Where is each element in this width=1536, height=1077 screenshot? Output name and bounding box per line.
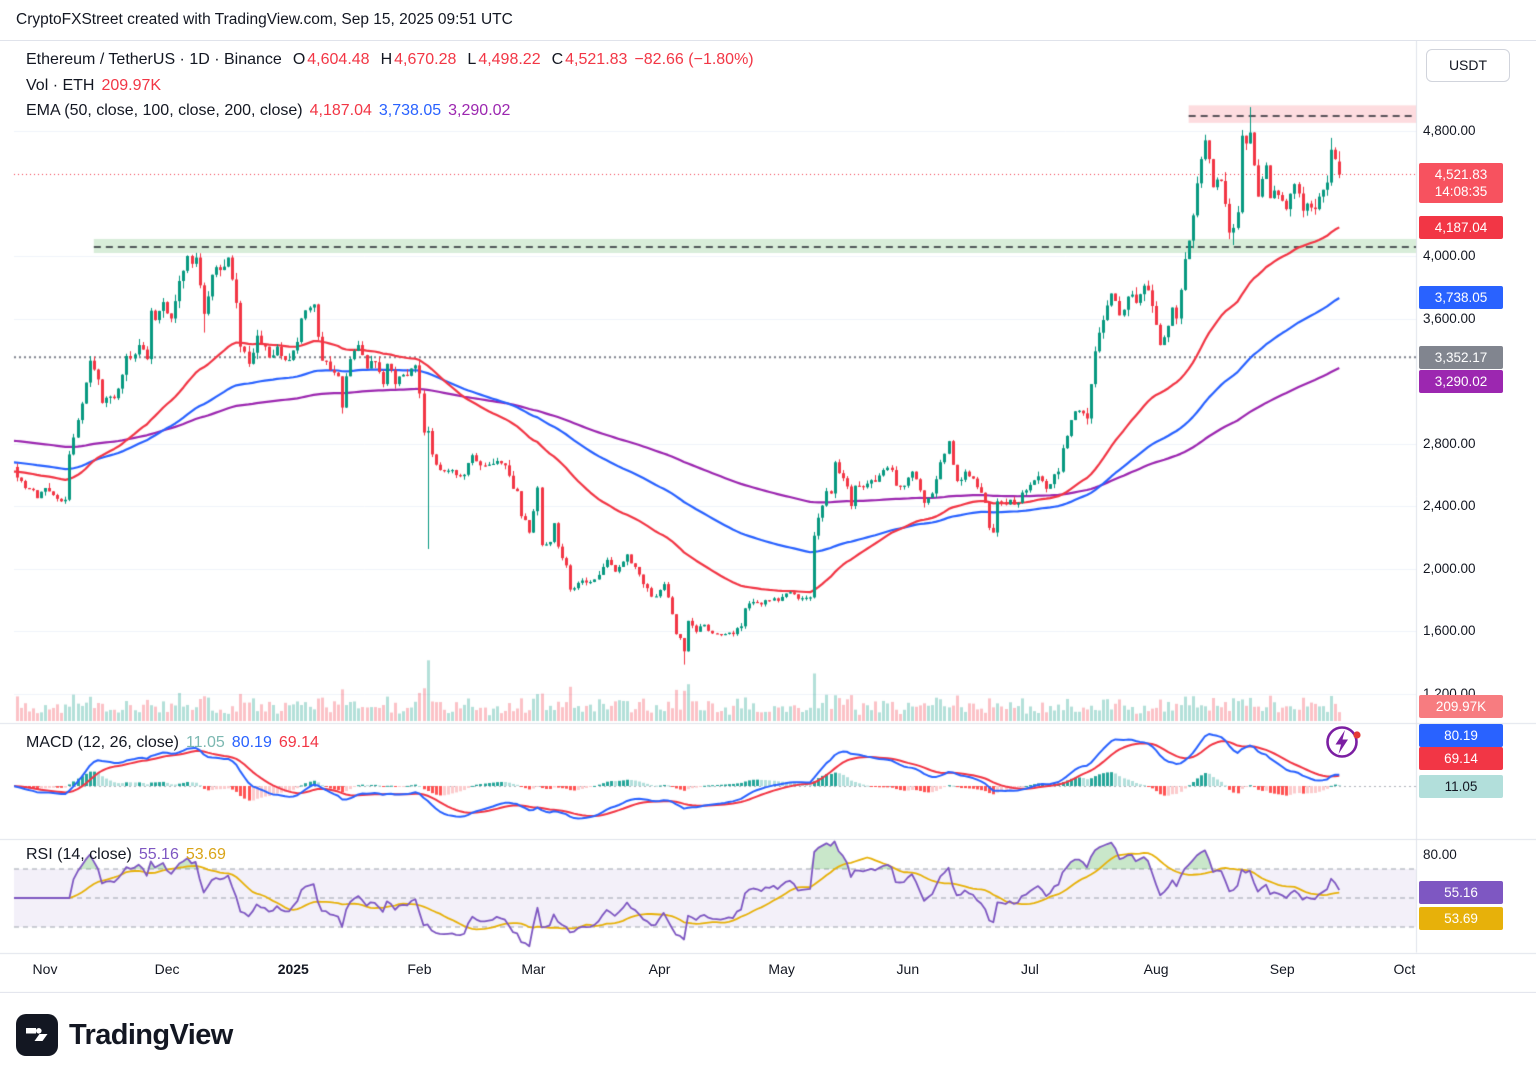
time-tick-may: May — [768, 961, 795, 977]
time-tick-mar: Mar — [521, 961, 546, 977]
tradingview-logo-icon[interactable] — [16, 1014, 58, 1056]
attribution-text: CryptoFXStreet created with TradingView.… — [16, 11, 513, 28]
last-price-badge: 4,521.83 14:08:35 — [1419, 163, 1503, 204]
rsi-ma-value: 53.69 — [185, 846, 226, 863]
time-tick-2025: 2025 — [277, 961, 309, 977]
macd-signal-badge: 69.14 — [1419, 747, 1503, 770]
macd-hist-badge: 11.05 — [1419, 775, 1503, 798]
macd-line-value: 80.19 — [231, 734, 272, 751]
watermark-logo-icon — [1322, 720, 1364, 767]
price-chart-canvas[interactable] — [0, 41, 1536, 993]
symbol-legend-row: Ethereum / TetherUS · 1D · Binance O 4,6… — [26, 51, 754, 69]
time-tick-oct: Oct — [1393, 961, 1416, 977]
volume-label[interactable]: Vol · ETH — [26, 77, 95, 94]
time-tick-feb: Feb — [407, 961, 432, 977]
price-tick-label: 1,600.00 — [1423, 623, 1476, 638]
time-tick-apr: Apr — [648, 961, 671, 977]
price-tick-label: 3,600.00 — [1423, 310, 1476, 326]
volume-value: 209.97K — [101, 77, 162, 94]
tradingview-wordmark[interactable]: TradingView — [69, 1018, 233, 1051]
price-tick-label: 2,000.00 — [1423, 560, 1476, 576]
ema200-badge: 3,290.02 — [1419, 369, 1503, 393]
price-tick-label: 4,000.00 — [1423, 248, 1476, 263]
time-tick-aug: Aug — [1143, 961, 1169, 977]
volume-badge: 209.97K — [1419, 695, 1503, 718]
ema-legend-row: EMA (50, close, 100, close, 200, close) … — [26, 102, 510, 120]
ema100-badge: 3,738.05 — [1419, 285, 1503, 309]
price-tick-label: 4,800.00 — [1423, 123, 1476, 138]
macd-hist-value: 11.05 — [185, 734, 225, 751]
volume-legend-row: Vol · ETH 209.97K — [26, 77, 161, 95]
ema200-value: 3,290.02 — [448, 102, 511, 119]
symbol-title[interactable]: Ethereum / TetherUS · 1D · Binance — [26, 51, 282, 68]
footer-bar: TradingView — [0, 993, 1536, 1077]
rsi-badge: 55.16 — [1419, 881, 1503, 904]
currency-toggle-button[interactable]: USDT — [1426, 49, 1510, 82]
ohlc-close: C 4,521.83 — [551, 51, 628, 68]
time-tick-jul: Jul — [1020, 961, 1039, 977]
ohlc-high: H 4,670.28 — [380, 51, 457, 68]
attribution-bar: CryptoFXStreet created with TradingView.… — [0, 0, 1536, 41]
countdown-timer: 14:08:35 — [1434, 184, 1488, 200]
change-value: −82.66 (−1.80%) — [634, 51, 754, 68]
price-tick-label: 2,800.00 — [1423, 435, 1476, 451]
ohlc-low: L 4,498.22 — [467, 51, 541, 68]
macd-line-badge: 80.19 — [1419, 724, 1503, 747]
time-tick-dec: Dec — [154, 961, 180, 977]
rsi-legend-row: RSI (14, close) 55.16 53.69 — [26, 846, 226, 864]
time-tick-jun: Jun — [896, 961, 920, 977]
time-tick-sep: Sep — [1269, 961, 1295, 977]
macd-legend-row: MACD (12, 26, close) 11.05 80.19 69.14 — [26, 734, 319, 752]
rsi-label[interactable]: RSI (14, close) — [26, 846, 132, 863]
ema50-value: 4,187.04 — [309, 102, 372, 119]
macd-label[interactable]: MACD (12, 26, close) — [26, 734, 179, 751]
ema100-value: 3,738.05 — [378, 102, 442, 119]
ema-label[interactable]: EMA (50, close, 100, close, 200, close) — [26, 102, 303, 119]
time-tick-nov: Nov — [32, 961, 58, 977]
ema50-badge: 4,187.04 — [1419, 215, 1503, 239]
level-badge: 3,352.17 — [1419, 346, 1503, 370]
rsi-value: 55.16 — [138, 846, 179, 863]
rsi-tick-label: 80.00 — [1423, 846, 1457, 862]
rsi-ma-badge: 53.69 — [1419, 907, 1503, 930]
ohlc-open: O 4,604.48 — [292, 51, 370, 68]
macd-signal-value: 69.14 — [278, 734, 319, 751]
price-tick-label: 2,400.00 — [1423, 498, 1476, 513]
